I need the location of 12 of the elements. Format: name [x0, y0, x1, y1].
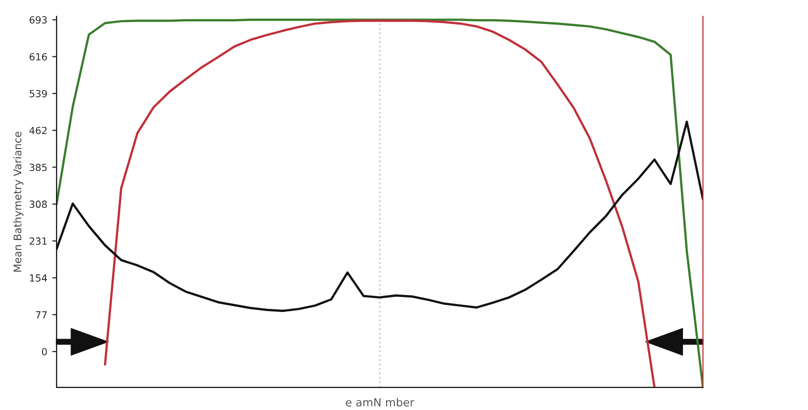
y-tick-label: 77 [36, 311, 47, 318]
y-tick-label: 308 [30, 200, 47, 208]
y-tick-label: 154 [30, 274, 47, 282]
y-tick-label: 693 [30, 16, 47, 24]
y-tick-label: 539 [30, 90, 47, 98]
y-tick-label: 616 [30, 53, 47, 60]
y-tick-label: 0 [42, 348, 47, 356]
x-axis-title: e amN mber [346, 398, 414, 406]
y-tick-label: 385 [30, 164, 47, 172]
y-tick-label: 231 [30, 237, 47, 245]
y-tick-label: 462 [29, 126, 47, 134]
y-axis-title: Mean Bathymetry Variance [13, 132, 24, 272]
